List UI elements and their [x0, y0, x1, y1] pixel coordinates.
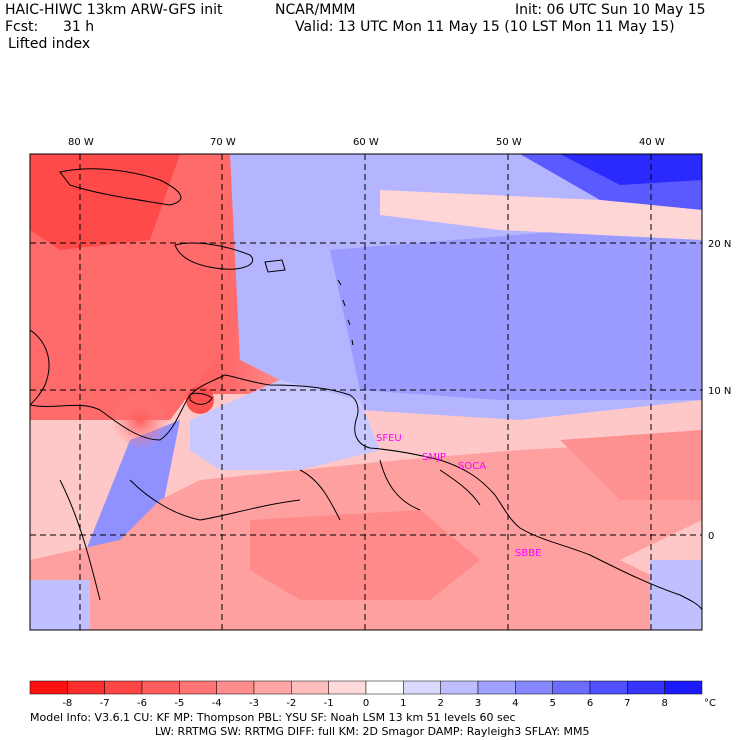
- station-soca: SOCA: [458, 461, 486, 472]
- lon-label-40w: 40 W: [639, 137, 665, 148]
- colorbar-tick-label: -5: [174, 698, 184, 709]
- colorbar-swatch: [216, 680, 255, 695]
- lon-label-80w: 80 W: [68, 137, 94, 148]
- station-sfeu: SFEU: [376, 433, 402, 444]
- model-info-line2: LW: RRTMG SW: RRTMG DIFF: full KM: 2D Sm…: [155, 725, 590, 738]
- forecast-hour: 31 h: [63, 19, 95, 35]
- colorbar-swatch: [365, 680, 404, 695]
- colorbar-tick-label: 6: [587, 698, 593, 709]
- colorbar-tick-label: -6: [137, 698, 147, 709]
- colorbar-tick-label: 1: [400, 698, 406, 709]
- colorbar-swatch: [179, 680, 217, 695]
- lat-label-10n: 10 N: [708, 386, 731, 397]
- model-info-line1: Model Info: V3.6.1 CU: KF MP: Thompson P…: [30, 711, 516, 724]
- map-frame: [29, 153, 703, 631]
- colorbar-tick-label: -8: [62, 698, 72, 709]
- valid-time: Valid: 13 UTC Mon 11 May 15 (10 LST Mon …: [295, 19, 675, 35]
- station-smjp: SMJP: [422, 452, 446, 463]
- station-sbbe: SBBE: [515, 548, 541, 559]
- colorbar-swatch: [141, 680, 180, 695]
- colorbar-tick-label: -1: [324, 698, 334, 709]
- colorbar-swatch: [29, 680, 68, 695]
- lon-label-50w: 50 W: [496, 137, 522, 148]
- colorbar-swatch: [477, 680, 516, 695]
- lat-label-0: 0: [708, 531, 714, 542]
- lon-label-60w: 60 W: [353, 137, 379, 148]
- colorbar-tick-label: -7: [100, 698, 110, 709]
- colorbar-swatch: [627, 680, 665, 695]
- map-field: [30, 154, 702, 630]
- model-title: HAIC-HIWC 13km ARW-GFS init: [5, 2, 223, 18]
- colorbar-swatch: [440, 680, 479, 695]
- colorbar-tick-label: 7: [624, 698, 630, 709]
- colorbar-tick-label: 0: [363, 698, 369, 709]
- lon-label-70w: 70 W: [210, 137, 236, 148]
- colorbar-swatch: [589, 680, 628, 695]
- lat-label-20n: 20 N: [708, 239, 731, 250]
- colorbar-swatch: [328, 680, 367, 695]
- colorbar-swatch: [104, 680, 143, 695]
- colorbar-tick-label: -4: [212, 698, 222, 709]
- colorbar-tick-label: -3: [249, 698, 259, 709]
- colorbar-tick-label: 3: [475, 698, 481, 709]
- lat-lon-grid: [30, 154, 702, 630]
- colorbar-swatch: [67, 680, 105, 695]
- colorbar-tick-label: 4: [512, 698, 518, 709]
- init-time: Init: 06 UTC Sun 10 May 15: [515, 2, 706, 18]
- forecast-label: Fcst:: [5, 19, 39, 35]
- colorbar-unit: °C: [704, 698, 716, 709]
- colorbar-tick-label: 2: [437, 698, 443, 709]
- colorbar-swatch: [515, 680, 553, 695]
- colorbar-swatch: [664, 680, 703, 695]
- field-name: Lifted index: [8, 36, 91, 52]
- colorbar-tick-label: -2: [286, 698, 296, 709]
- colorbar-swatch: [253, 680, 292, 695]
- colorbar-swatch: [291, 680, 329, 695]
- colorbar-swatch: [403, 680, 441, 695]
- coastlines: [30, 168, 702, 611]
- colorbar-swatch: [552, 680, 591, 695]
- colorbar-tick-label: 8: [661, 698, 667, 709]
- colorbar-tick-label: 5: [549, 698, 555, 709]
- org-label: NCAR/MMM: [275, 2, 356, 18]
- colorbar: -8 -7 -6 -5 -4 -3 -2 -1 0 1 2 3 4 5 6 7 8 °C: [29, 680, 716, 709]
